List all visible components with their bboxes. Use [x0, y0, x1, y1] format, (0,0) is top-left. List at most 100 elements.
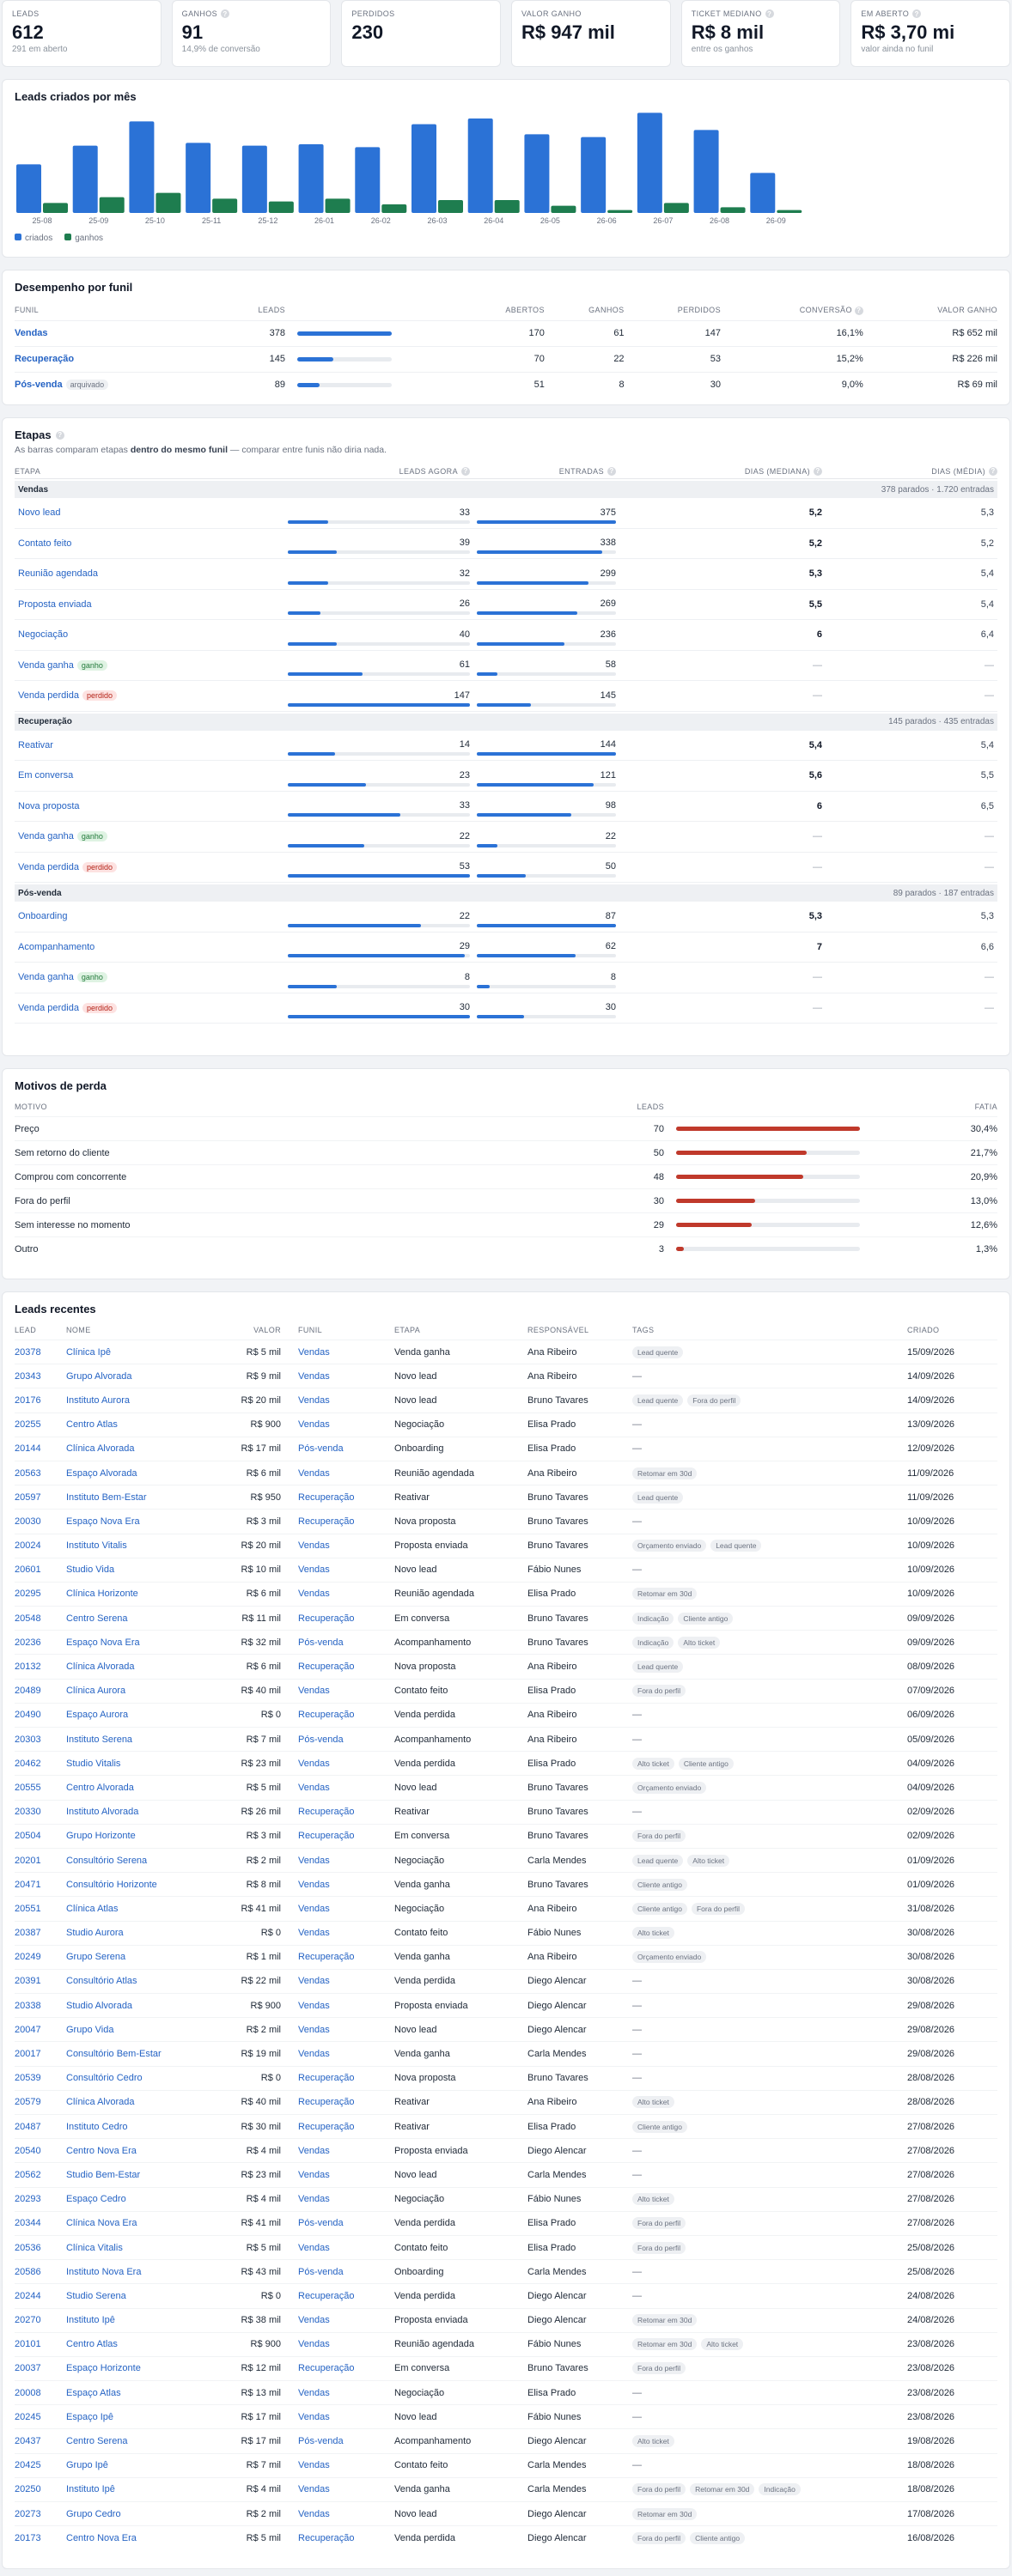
lead-funnel-link[interactable]: Vendas — [298, 2242, 330, 2253]
lead-id-link[interactable]: 20539 — [15, 2073, 41, 2084]
lead-name-link[interactable]: Centro Atlas — [66, 1419, 118, 1431]
lead-row[interactable]: 20330 Instituto Alvorada R$ 26 mil Recupera… — [15, 1800, 997, 1824]
lead-name-link[interactable]: Studio Alvorada — [66, 2000, 133, 2011]
lead-row[interactable]: 20548 Centro Serena R$ 11 mil Recuperação Em… — [15, 1606, 997, 1631]
lead-id-link[interactable]: 20343 — [15, 1370, 41, 1382]
stage-link[interactable]: Em conversa — [18, 770, 74, 781]
lead-id-link[interactable]: 20132 — [15, 1662, 41, 1673]
lead-id-link[interactable]: 20563 — [15, 1467, 41, 1479]
help-icon[interactable]: ? — [854, 306, 863, 315]
lead-row[interactable]: 20343 Grupo Alvorada R$ 9 mil Vendas Novo le… — [15, 1364, 997, 1388]
lead-name-link[interactable]: Instituto Vitalis — [66, 1540, 127, 1552]
lead-row[interactable]: 20024 Instituto Vitalis R$ 20 mil Vendas Pro… — [15, 1534, 997, 1558]
lead-name-link[interactable]: Instituto Cedro — [66, 2121, 128, 2132]
lead-id-link[interactable]: 20273 — [15, 2508, 41, 2519]
lead-row[interactable]: 20249 Grupo Serena R$ 1 mil Recuperação Vend… — [15, 1945, 997, 1969]
lead-id-link[interactable]: 20536 — [15, 2242, 41, 2253]
lead-funnel-link[interactable]: Vendas — [298, 2315, 330, 2326]
lead-row[interactable]: 20255 Centro Atlas R$ 900 Vendas Negociação E… — [15, 1413, 997, 1437]
stage-row[interactable]: Onboarding 22 87 5,3 5,3 — [15, 902, 997, 933]
lead-row[interactable]: 20101 Centro Atlas R$ 900 Vendas Reunião age… — [15, 2332, 997, 2356]
lead-funnel-link[interactable]: Recuperação — [298, 1662, 355, 1673]
lead-name-link[interactable]: Clínica Aurora — [66, 1686, 126, 1697]
lead-row[interactable]: 20244 Studio Serena R$ 0 Recuperação Venda p… — [15, 2283, 997, 2308]
lead-funnel-link[interactable]: Vendas — [298, 1589, 330, 1600]
lead-id-link[interactable]: 20437 — [15, 2436, 41, 2447]
lead-id-link[interactable]: 20101 — [15, 2339, 41, 2350]
lead-name-link[interactable]: Centro Serena — [66, 2436, 128, 2447]
lead-funnel-link[interactable]: Vendas — [298, 1903, 330, 1914]
help-icon[interactable]: ? — [55, 430, 64, 440]
lead-row[interactable]: 20551 Clínica Atlas R$ 41 mil Vendas Negocia… — [15, 1896, 997, 1921]
lead-funnel-link[interactable]: Vendas — [298, 1928, 330, 1939]
lead-funnel-link[interactable]: Vendas — [298, 1564, 330, 1576]
stage-link[interactable]: Venda perdida — [18, 690, 79, 702]
lead-funnel-link[interactable]: Pós-venda — [298, 1443, 344, 1455]
lead-row[interactable]: 20504 Grupo Horizonte R$ 3 mil Recuperação E… — [15, 1824, 997, 1848]
lead-row[interactable]: 20293 Espaço Cedro R$ 4 mil Vendas Negociaçã… — [15, 2187, 997, 2211]
stage-row[interactable]: Venda ganha ganho 22 22 — — — [15, 822, 997, 853]
lead-row[interactable]: 20176 Instituto Aurora R$ 20 mil Vendas Novo… — [15, 1388, 997, 1413]
stage-row[interactable]: Venda perdida perdido 30 30 — — — [15, 993, 997, 1024]
stage-link[interactable]: Venda ganha — [18, 659, 74, 671]
lead-funnel-link[interactable]: Vendas — [298, 1394, 330, 1406]
lead-funnel-link[interactable]: Recuperação — [298, 1516, 355, 1527]
lead-row[interactable]: 20245 Espaço Ipê R$ 17 mil Vendas Novo lead F… — [15, 2404, 997, 2429]
lead-row[interactable]: 20144 Clínica Alvorada R$ 17 mil Pós-venda O… — [15, 1437, 997, 1461]
lead-name-link[interactable]: Consultório Cedro — [66, 2073, 143, 2084]
lead-funnel-link[interactable]: Vendas — [298, 1467, 330, 1479]
lead-funnel-link[interactable]: Vendas — [298, 2411, 330, 2422]
help-icon[interactable]: ? — [912, 9, 922, 18]
lead-row[interactable]: 20270 Instituto Ipê R$ 38 mil Vendas Propost… — [15, 2308, 997, 2332]
lead-name-link[interactable]: Clínica Atlas — [66, 1903, 119, 1914]
stage-row[interactable]: Reativar 14 144 5,4 5,4 — [15, 731, 997, 761]
lead-funnel-link[interactable]: Pós-venda — [298, 2436, 344, 2447]
lead-id-link[interactable]: 20378 — [15, 1346, 41, 1358]
lead-row[interactable]: 20017 Consultório Bem-Estar R$ 19 mil Venda… — [15, 2041, 997, 2066]
stage-link[interactable]: Negociação — [18, 629, 69, 641]
lead-funnel-link[interactable]: Vendas — [298, 1346, 330, 1358]
lead-name-link[interactable]: Consultório Bem-Estar — [66, 2049, 162, 2060]
lead-name-link[interactable]: Centro Atlas — [66, 2339, 118, 2350]
lead-name-link[interactable]: Consultório Atlas — [66, 1976, 137, 1987]
lead-funnel-link[interactable]: Vendas — [298, 1855, 330, 1866]
lead-funnel-link[interactable]: Pós-venda — [298, 2266, 344, 2277]
lead-name-link[interactable]: Grupo Horizonte — [66, 1831, 136, 1842]
lead-row[interactable]: 20387 Studio Aurora R$ 0 Vendas Contato feit… — [15, 1921, 997, 1945]
lead-name-link[interactable]: Instituto Ipê — [66, 2315, 115, 2326]
lead-name-link[interactable]: Clínica Nova Era — [66, 2218, 137, 2229]
lead-id-link[interactable]: 20425 — [15, 2460, 41, 2471]
lead-funnel-link[interactable]: Vendas — [298, 1686, 330, 1697]
lead-name-link[interactable]: Studio Serena — [66, 2290, 126, 2301]
lead-funnel-link[interactable]: Vendas — [298, 2339, 330, 2350]
lead-funnel-link[interactable]: Vendas — [298, 1370, 330, 1382]
lead-funnel-link[interactable]: Vendas — [298, 1419, 330, 1431]
lead-funnel-link[interactable]: Vendas — [298, 2508, 330, 2519]
lead-name-link[interactable]: Espaço Horizonte — [66, 2363, 141, 2374]
lead-row[interactable]: 20295 Clínica Horizonte R$ 6 mil Vendas Reun… — [15, 1582, 997, 1606]
stage-row[interactable]: Reunião agendada 32 299 5,3 5,4 — [15, 559, 997, 590]
lead-funnel-link[interactable]: Pós-venda — [298, 1734, 344, 1745]
stage-row[interactable]: Venda ganha ganho 8 8 — — — [15, 963, 997, 993]
lead-id-link[interactable]: 20462 — [15, 1758, 41, 1769]
stage-row[interactable]: Venda perdida perdido 53 50 — — — [15, 853, 997, 883]
stage-row[interactable]: Acompanhamento 29 62 7 6,6 — [15, 933, 997, 963]
lead-row[interactable]: 20555 Centro Alvorada R$ 5 mil Vendas Novo l… — [15, 1775, 997, 1800]
lead-funnel-link[interactable]: Recuperação — [298, 1710, 355, 1721]
lead-id-link[interactable]: 20489 — [15, 1686, 41, 1697]
lead-name-link[interactable]: Instituto Ipê — [66, 2484, 115, 2495]
lead-row[interactable]: 20391 Consultório Atlas R$ 22 mil Vendas Ven… — [15, 1969, 997, 1993]
lead-funnel-link[interactable]: Vendas — [298, 2460, 330, 2471]
lead-row[interactable]: 20236 Espaço Nova Era R$ 32 mil Pós-venda Ac… — [15, 1630, 997, 1655]
lead-row[interactable]: 20489 Clínica Aurora R$ 40 mil Vendas Contat… — [15, 1679, 997, 1703]
lead-id-link[interactable]: 20338 — [15, 2000, 41, 2011]
funnel-link[interactable]: Vendas — [15, 328, 48, 338]
lead-row[interactable]: 20586 Instituto Nova Era R$ 43 mil Pós-vend… — [15, 2259, 997, 2284]
lead-funnel-link[interactable]: Recuperação — [298, 1831, 355, 1842]
lead-name-link[interactable]: Espaço Atlas — [66, 2387, 121, 2398]
lead-funnel-link[interactable]: Recuperação — [298, 2533, 355, 2544]
lead-funnel-link[interactable]: Vendas — [298, 1976, 330, 1987]
stage-link[interactable]: Venda perdida — [18, 1002, 79, 1013]
lead-funnel-link[interactable]: Vendas — [298, 2049, 330, 2060]
lead-id-link[interactable]: 20562 — [15, 2169, 41, 2180]
